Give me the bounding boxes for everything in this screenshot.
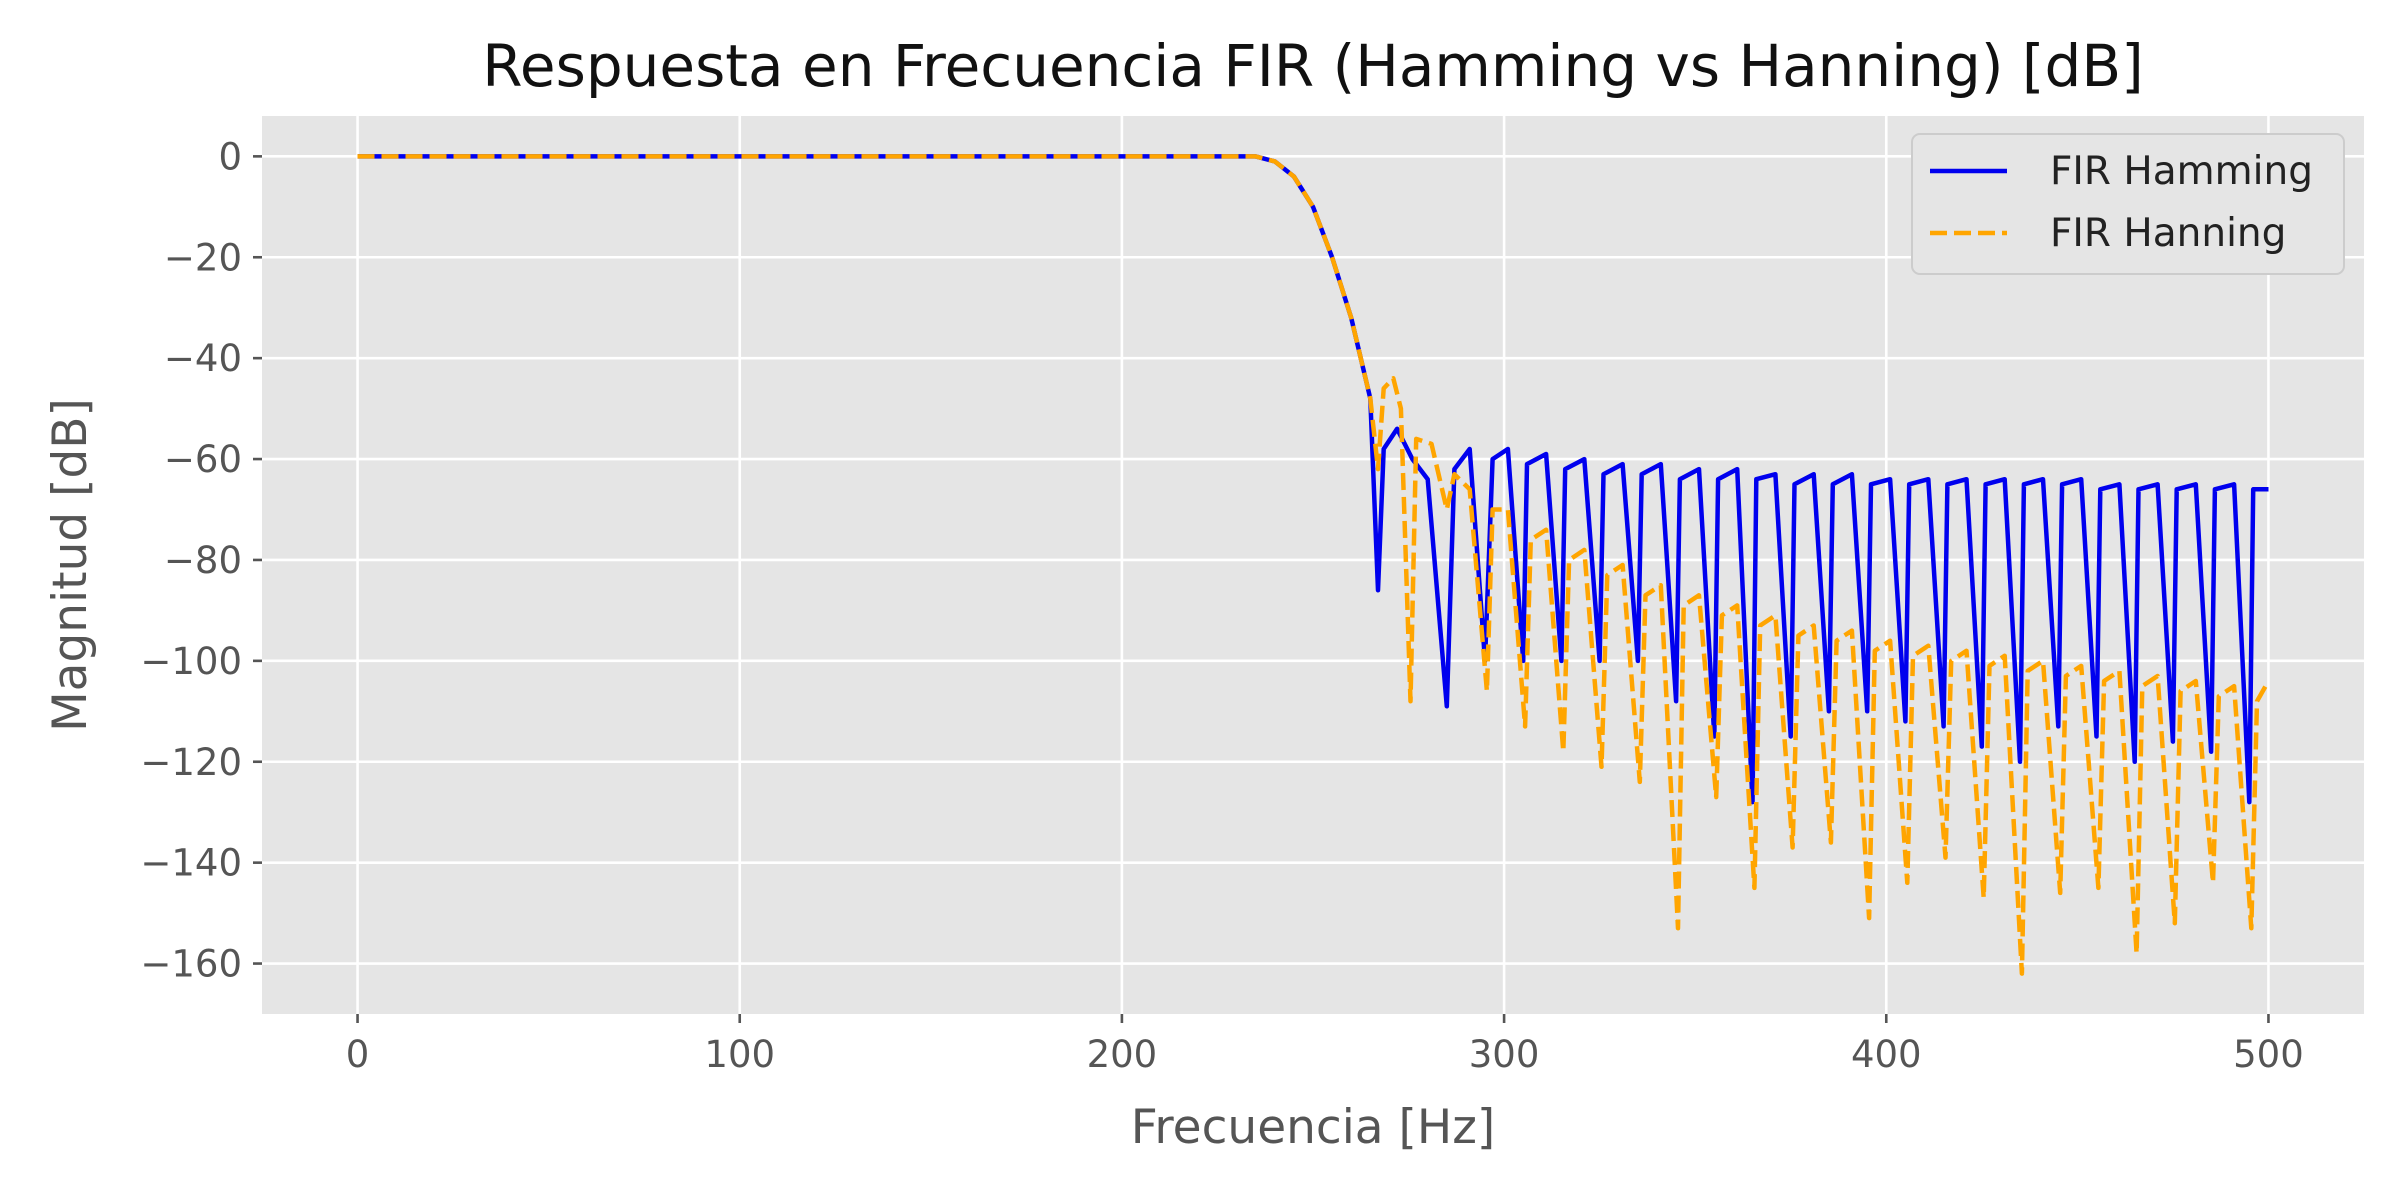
series-line-2	[357, 154, 2271, 976]
y-tick-label: −80	[164, 539, 242, 582]
legend-box	[1911, 133, 2345, 275]
series-line-1	[357, 154, 2269, 805]
legend: FIR Hamming FIR Hanning	[1911, 133, 2345, 275]
x-tick-label: 300	[1469, 1033, 1540, 1076]
x-axis: 0 100 200 300 400 500	[346, 1014, 2304, 1076]
y-tick-label: −120	[140, 741, 242, 784]
series-layer	[357, 154, 2271, 976]
x-tick-label: 0	[346, 1033, 370, 1076]
x-tick-label: 200	[1087, 1033, 1158, 1076]
legend-label: FIR Hamming	[2050, 149, 2313, 194]
y-axis-label: Magnitud [dB]	[43, 398, 98, 732]
y-tick-label: −100	[140, 640, 242, 683]
y-tick-label: −60	[164, 438, 242, 481]
x-axis-label: Frecuencia [Hz]	[1131, 1100, 1495, 1155]
x-tick-label: 400	[1851, 1033, 1922, 1076]
y-axis: 0 −20 −40 −60 −80 −100 −120 −140 −160	[140, 135, 262, 986]
legend-label: FIR Hanning	[2050, 211, 2286, 256]
x-tick-label: 500	[2233, 1033, 2304, 1076]
y-tick-label: −40	[164, 337, 242, 380]
y-tick-label: −160	[140, 943, 242, 986]
y-tick-label: −140	[140, 842, 242, 885]
y-tick-label: 0	[218, 135, 242, 178]
x-tick-label: 100	[704, 1033, 775, 1076]
chart-title: Respuesta en Frecuencia FIR (Hamming vs …	[482, 32, 2144, 100]
y-tick-label: −20	[164, 236, 242, 279]
